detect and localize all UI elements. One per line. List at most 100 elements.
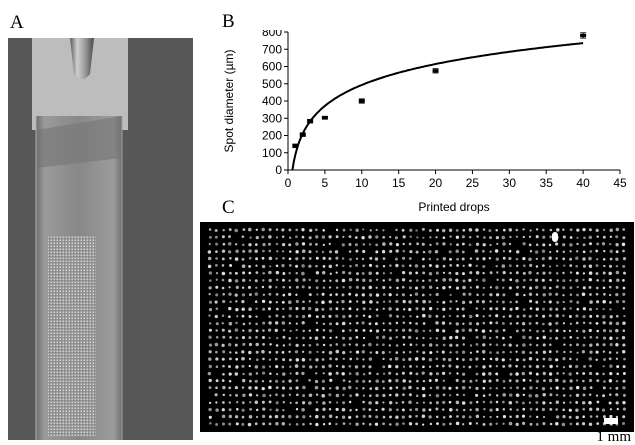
array-spot (535, 351, 539, 354)
array-spot (529, 250, 533, 253)
array-spot (436, 422, 439, 425)
array-spot (375, 415, 379, 419)
array-spot (436, 257, 439, 261)
array-spot (255, 408, 259, 412)
array-spot (462, 379, 466, 383)
array-spot (262, 242, 266, 247)
array-spot (348, 400, 352, 404)
array-spot (348, 285, 352, 289)
array-spot (349, 322, 352, 325)
array-spot (429, 236, 432, 239)
array-spot (275, 379, 279, 383)
array-spot (502, 228, 506, 232)
array-spot (462, 242, 465, 246)
array-spot (268, 358, 272, 361)
array-spot (402, 365, 406, 368)
array-spot (448, 321, 452, 325)
array-spot (409, 315, 412, 318)
array-spot (448, 358, 452, 362)
array-spot (608, 351, 612, 354)
array-spot (542, 350, 547, 354)
array-spot (282, 358, 286, 362)
array-spot (422, 408, 426, 412)
array-spot (361, 293, 365, 297)
array-spot (422, 351, 426, 355)
array-spot (375, 286, 378, 289)
array-spot (615, 292, 619, 297)
array-spot (348, 250, 352, 253)
array-spot (369, 300, 373, 304)
array-spot (608, 293, 612, 297)
array-spot (301, 242, 306, 246)
array-spot (509, 358, 512, 361)
array-spot (535, 343, 539, 347)
array-spot (275, 301, 278, 304)
array-spot (461, 328, 465, 332)
array-spot (249, 379, 252, 383)
array-spot (548, 292, 552, 296)
array-spot (395, 365, 399, 369)
array-spot (362, 379, 366, 383)
array-spot (562, 257, 566, 261)
array-spot (348, 364, 352, 368)
array-spot (449, 243, 452, 246)
array-spot (562, 235, 566, 239)
array-spot (589, 293, 592, 296)
array-spot (575, 264, 578, 268)
array-spot (442, 315, 445, 318)
array-spot (562, 271, 565, 275)
array-spot (295, 336, 298, 340)
array-spot (448, 314, 452, 318)
array-spot (322, 372, 325, 375)
array-spot (541, 407, 546, 412)
array-spot (595, 350, 599, 354)
array-spot (315, 286, 319, 290)
array-spot (335, 256, 339, 260)
array-spot (495, 422, 498, 425)
array-spot (288, 350, 291, 353)
array-spot (214, 300, 218, 304)
array-spot (495, 314, 499, 318)
array-spot (409, 371, 413, 375)
array-spot (362, 300, 366, 304)
array-spot (522, 242, 526, 246)
array-spot (562, 314, 565, 318)
array-spot (402, 422, 405, 425)
array-spot (489, 415, 492, 419)
array-spot (582, 407, 586, 411)
array-spot (408, 415, 412, 419)
array-spot (301, 401, 306, 405)
array-spot (288, 423, 292, 426)
array-spot (615, 250, 619, 254)
array-spot (568, 329, 572, 333)
array-spot (521, 322, 526, 326)
array-spot (455, 329, 459, 333)
array-spot (555, 321, 559, 325)
array-spot (415, 271, 419, 275)
array-spot (208, 378, 212, 383)
array-spot (301, 314, 306, 319)
array-spot (462, 358, 465, 362)
array-spot (596, 422, 600, 425)
array-spot (215, 307, 219, 311)
array-spot (395, 422, 399, 426)
array-spot (335, 416, 338, 419)
array-spot (468, 422, 472, 425)
array-spot (415, 250, 419, 254)
array-spot (241, 350, 245, 354)
array-spot (261, 386, 265, 391)
array-spot (449, 335, 453, 340)
array-spot (442, 336, 446, 340)
array-spot (436, 307, 439, 311)
array-spot (609, 315, 613, 319)
array-spot (234, 415, 239, 419)
array-spot (228, 401, 231, 404)
array-spot (416, 242, 419, 246)
array-spot (435, 393, 440, 398)
array-spot (535, 243, 539, 247)
array-spot (603, 358, 606, 361)
array-spot (389, 415, 392, 419)
array-spot (562, 307, 566, 311)
array-spot (535, 257, 538, 261)
array-spot (462, 292, 466, 296)
